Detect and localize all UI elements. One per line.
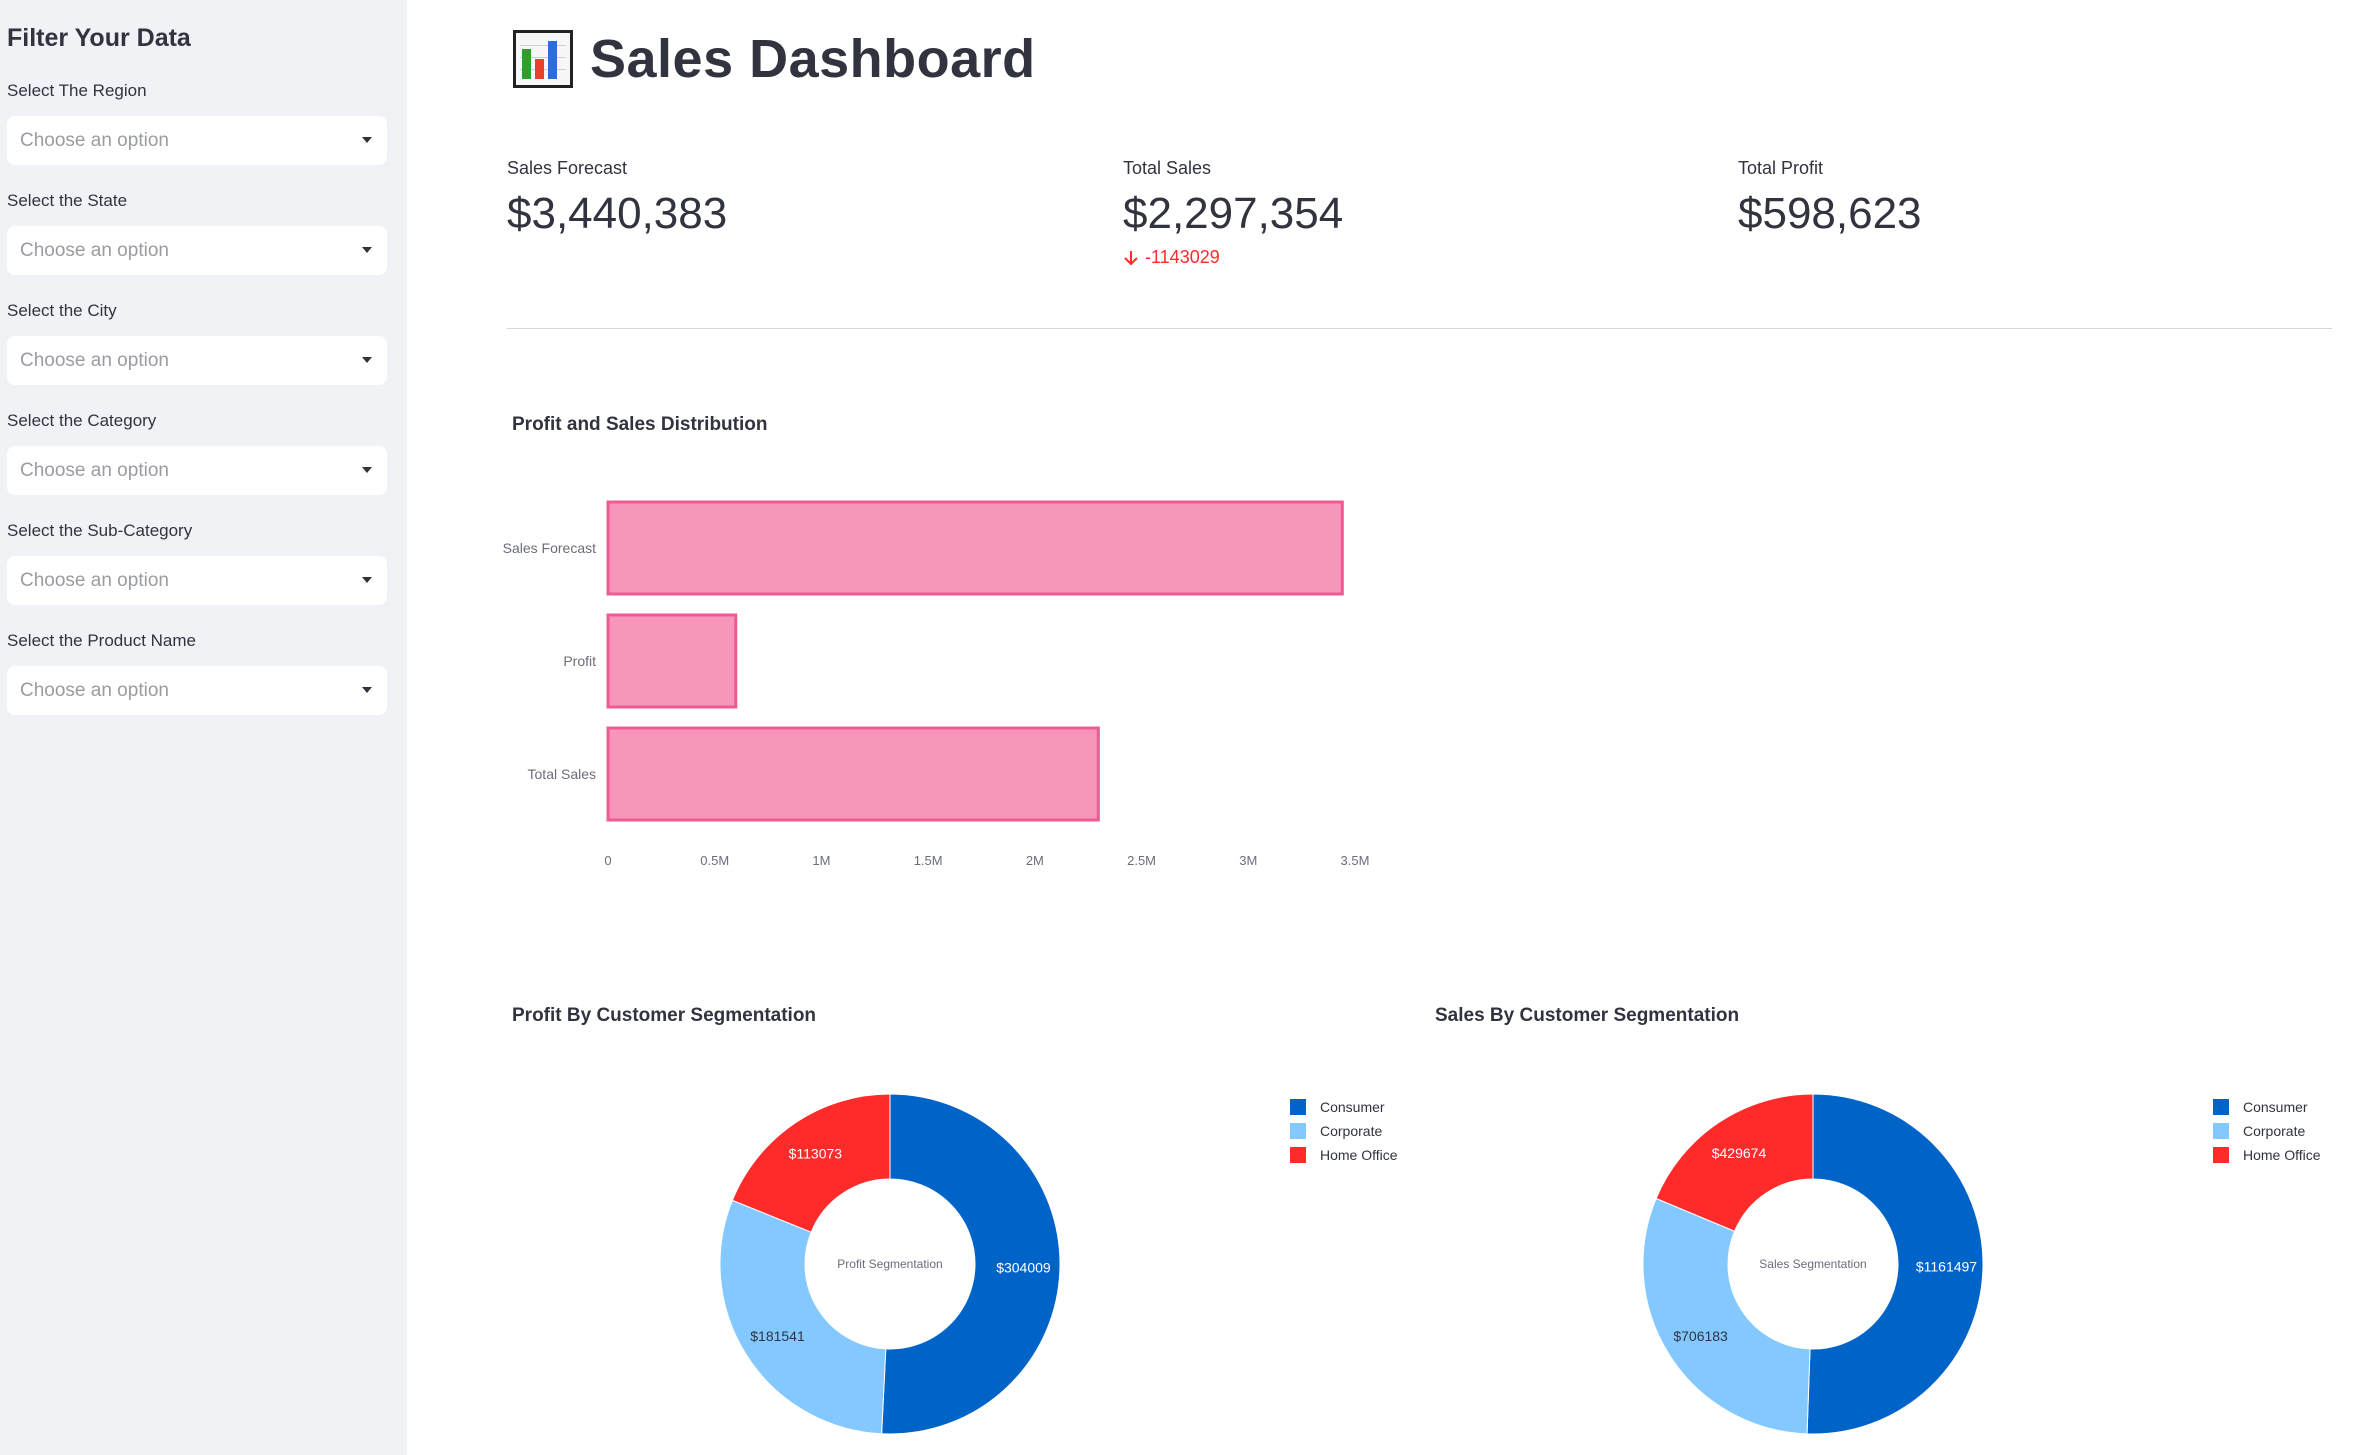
bar-chart[interactable]: Sales Forecast Profit Total Sales 0 0.5M 1M 1.… [480,480,1420,880]
bar-category-label: Total Sales [528,766,596,782]
metric-label: Total Sales [1123,158,1212,178]
category-select[interactable]: Choose an option [7,446,387,495]
metric-value: $3,440,383 [507,189,728,238]
sub-category-filter-label: Select the Sub-Category [7,521,193,540]
slice-value-label: $113073 [789,1145,843,1161]
state-filter-label: Select the State [7,191,128,210]
metric-label: Total Profit [1738,158,1824,178]
metric-value: $598,623 [1738,189,1922,238]
x-tick-label: 1.5M [914,853,943,868]
sidebar-title: Filter Your Data [7,24,191,52]
bar-chart-title: Profit and Sales Distribution [512,414,768,435]
sales-donut-legend: Consumer Corporate Home Office [2213,1095,2321,1167]
sub-category-select-placeholder: Choose an option [20,570,169,591]
city-select-placeholder: Choose an option [20,350,169,371]
bar-category-label: Profit [563,653,596,669]
legend-swatch [2213,1099,2229,1115]
legend-label: Consumer [2243,1099,2308,1115]
legend-item[interactable]: Consumer [1290,1095,1398,1119]
legend-item[interactable]: Consumer [2213,1095,2321,1119]
x-tick-label: 3.5M [1341,853,1370,868]
bar[interactable] [606,726,1100,822]
legend-label: Corporate [1320,1123,1383,1139]
caret-down-icon [362,467,372,473]
divider [507,328,2332,329]
profit-donut-legend: Consumer Corporate Home Office [1290,1095,1398,1167]
legend-item[interactable]: Corporate [1290,1119,1398,1143]
product-name-select-placeholder: Choose an option [20,680,169,701]
profit-donut-chart[interactable]: $304009 $181541 $113073 Profit Segmentation [640,1060,1180,1455]
sidebar: Filter Your Data Select The Region Choos… [0,0,407,1455]
metric-delta: -1143029 [1123,247,1343,268]
slice-value-label: $304009 [996,1259,1051,1275]
sales-donut-title: Sales By Customer Segmentation [1435,1005,1740,1026]
legend-item[interactable]: Home Office [2213,1143,2321,1167]
metric-sales-forecast: Sales Forecast $3,440,383 [507,158,727,239]
legend-swatch [2213,1123,2229,1139]
metric-value: $2,297,354 [1123,189,1344,238]
legend-label: Home Office [1320,1147,1398,1163]
state-select-placeholder: Choose an option [20,240,169,261]
sales-donut-chart[interactable]: $1161497 $706183 $429674 Sales Segmentation [1563,1060,2103,1455]
legend-item[interactable]: Corporate [2213,1119,2321,1143]
state-select[interactable]: Choose an option [7,226,387,275]
donut-slice[interactable] [881,1093,1061,1435]
caret-down-icon [362,247,372,253]
page-title: Sales Dashboard [590,29,1036,89]
bar-chart-emoji-icon [513,30,573,88]
bar[interactable] [606,613,738,709]
slice-value-label: $181541 [750,1328,805,1344]
category-filter-label: Select the Category [7,411,157,430]
legend-label: Corporate [2243,1123,2306,1139]
legend-label: Home Office [2243,1147,2321,1163]
donut-center-label: Profit Segmentation [837,1257,942,1271]
legend-swatch [2213,1147,2229,1163]
product-name-select[interactable]: Choose an option [7,666,387,715]
donut-slice[interactable] [731,1093,891,1233]
bar[interactable] [606,500,1344,596]
city-filter-label: Select the City [7,301,117,320]
donut-slice[interactable] [1806,1093,1984,1435]
bar-category-label: Sales Forecast [503,540,596,556]
caret-down-icon [362,687,372,693]
legend-swatch [1290,1099,1306,1115]
metric-label: Sales Forecast [507,158,628,178]
donut-slice[interactable] [1642,1197,1811,1435]
metric-delta-value: -1143029 [1145,247,1220,267]
x-tick-label: 0 [604,853,611,868]
caret-down-icon [362,357,372,363]
donut-center-label: Sales Segmentation [1759,1257,1866,1271]
x-tick-label: 2M [1026,853,1044,868]
caret-down-icon [362,577,372,583]
metric-total-profit: Total Profit $598,623 [1738,158,1922,239]
slice-value-label: $706183 [1673,1328,1728,1344]
sub-category-select[interactable]: Choose an option [7,556,387,605]
metric-total-sales: Total Sales $2,297,354 -1143029 [1123,158,1343,268]
legend-item[interactable]: Home Office [1290,1143,1398,1167]
city-select[interactable]: Choose an option [7,336,387,385]
caret-down-icon [362,137,372,143]
arrow-down-icon [1124,250,1138,265]
slice-value-label: $429674 [1712,1145,1767,1161]
category-select-placeholder: Choose an option [20,460,169,481]
legend-label: Consumer [1320,1099,1385,1115]
slice-value-label: $1161497 [1916,1258,1977,1274]
product-name-filter-label: Select the Product Name [7,631,196,650]
donut-slice[interactable] [1655,1093,1814,1232]
legend-swatch [1290,1123,1306,1139]
region-select-placeholder: Choose an option [20,130,169,151]
x-tick-label: 0.5M [700,853,729,868]
profit-donut-title: Profit By Customer Segmentation [512,1005,817,1026]
x-tick-label: 3M [1239,853,1257,868]
region-filter-label: Select The Region [7,81,147,100]
legend-swatch [1290,1147,1306,1163]
donut-slice[interactable] [719,1199,887,1435]
x-tick-label: 1M [812,853,830,868]
x-tick-label: 2.5M [1127,853,1156,868]
region-select[interactable]: Choose an option [7,116,387,165]
